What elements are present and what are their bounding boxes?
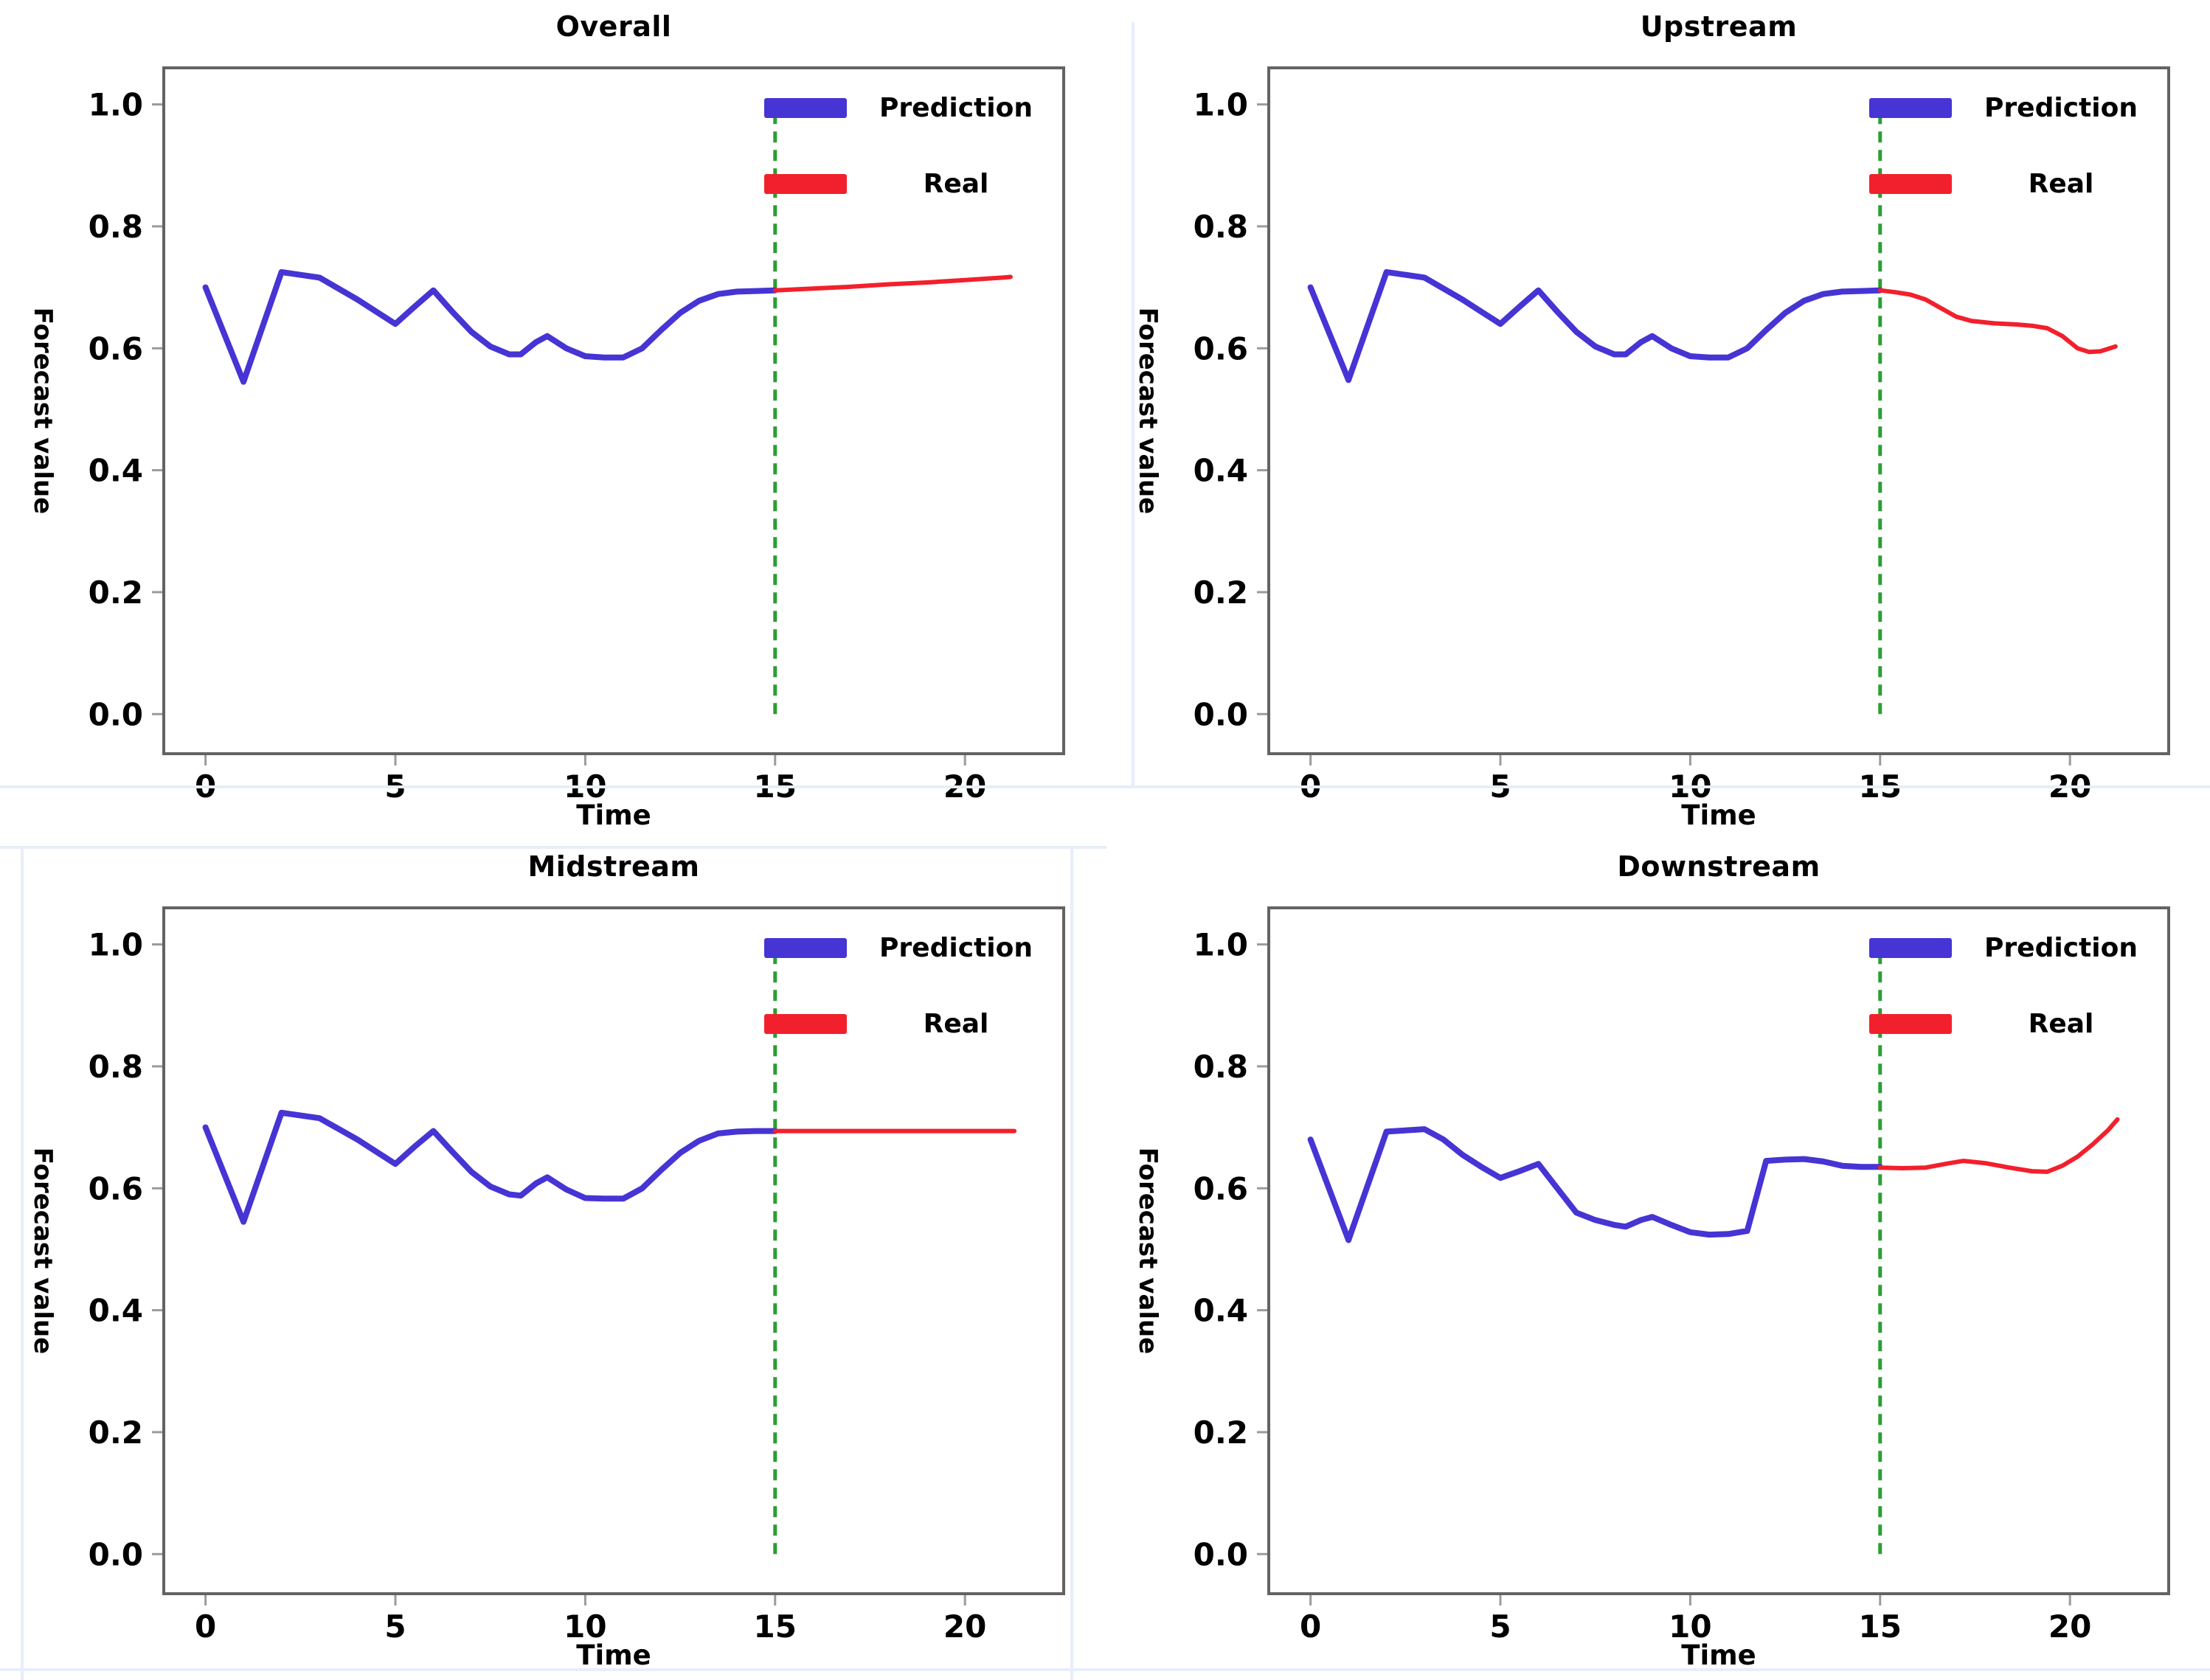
prediction-color-swatch xyxy=(1869,938,1952,958)
plot-border xyxy=(1267,906,2170,1595)
plot-canvas-downstream: 0 5 10 15 20 0.0 0.2 0.4 0.6 0.8 1.0 xyxy=(1194,906,2170,1645)
legend-label-prediction: Prediction xyxy=(1984,93,2138,123)
panel-seam-vertical xyxy=(21,846,24,1680)
chart-title-downstream: Downstream xyxy=(1617,850,1821,883)
prediction-color-swatch xyxy=(764,938,847,958)
legend-label-real: Real xyxy=(923,1009,989,1039)
y-tick-label: 0.4 xyxy=(89,1293,143,1329)
plot-border xyxy=(162,66,1065,755)
prediction-color-swatch xyxy=(1869,98,1952,118)
legend-label-prediction: Prediction xyxy=(1984,933,2138,963)
y-tick-label: 0.8 xyxy=(1194,1049,1248,1085)
legend: Prediction Real xyxy=(1869,933,2170,1039)
y-tick-label: 0.0 xyxy=(89,1536,143,1572)
y-tick-label: 0.8 xyxy=(89,1049,143,1085)
y-tick-label: 1.0 xyxy=(1194,87,1248,123)
y-axis-label: Forecast value xyxy=(28,1147,58,1355)
real-line xyxy=(772,274,1013,293)
legend-item-real: Real xyxy=(764,1009,1065,1039)
y-tick-label: 0.2 xyxy=(1194,1415,1248,1451)
legend-item-prediction: Prediction xyxy=(1869,93,2170,123)
plot-canvas-midstream: 0 5 10 15 20 0.0 0.2 0.4 0.6 0.8 1.0 xyxy=(89,906,1065,1645)
legend-label-prediction: Prediction xyxy=(879,933,1033,963)
legend: Prediction Real xyxy=(764,933,1065,1039)
real-color-swatch xyxy=(764,1014,847,1034)
real-line xyxy=(1877,288,2118,355)
y-tick-label: 0.4 xyxy=(1194,453,1248,489)
y-tick-label: 1.0 xyxy=(89,87,143,123)
plot-border xyxy=(1267,66,2170,755)
y-tick-label: 0.6 xyxy=(1194,1170,1248,1207)
legend-item-prediction: Prediction xyxy=(1869,933,2170,963)
y-tick-label: 0.6 xyxy=(89,1170,143,1207)
panel-seam-horizontal xyxy=(0,785,2210,788)
chart-panel-midstream: 0 5 10 15 20 0.0 0.2 0.4 0.6 0.8 1.0 Midstream For… xyxy=(0,840,1105,1680)
prediction-line xyxy=(1307,1126,1883,1243)
x-tick-label: 0 xyxy=(195,1608,216,1645)
legend: Prediction Real xyxy=(764,93,1065,199)
legend-label-real: Real xyxy=(2028,169,2094,199)
real-color-swatch xyxy=(1869,1014,1952,1034)
y-tick-label: 0.2 xyxy=(1194,575,1248,611)
x-tick-label: 20 xyxy=(2048,1608,2091,1645)
y-tick-label: 0.6 xyxy=(89,330,143,367)
x-tick-label: 0 xyxy=(1300,1608,1321,1645)
y-tick-label: 0.0 xyxy=(1194,1536,1248,1572)
y-tick-label: 1.0 xyxy=(89,927,143,963)
y-axis-label: Forecast value xyxy=(28,307,58,515)
real-color-swatch xyxy=(1869,174,1952,194)
y-tick-label: 0.4 xyxy=(89,453,143,489)
x-axis-label: Time xyxy=(576,1639,651,1671)
y-tick-label: 0.2 xyxy=(89,1415,143,1451)
y-tick-label: 0.0 xyxy=(1194,696,1248,732)
y-tick-label: 0.8 xyxy=(1194,209,1248,245)
panel-seam-vertical xyxy=(1132,22,1135,785)
x-axis-label: Time xyxy=(1681,1639,1756,1671)
y-tick-label: 0.4 xyxy=(1194,1293,1248,1329)
y-axis-label: Forecast value xyxy=(1133,1147,1163,1355)
prediction-color-swatch xyxy=(764,98,847,118)
x-tick-label: 15 xyxy=(754,1608,797,1645)
legend-item-real: Real xyxy=(764,169,1065,199)
legend-label-real: Real xyxy=(923,169,989,199)
panel-seam-horizontal xyxy=(0,1668,2210,1671)
chart-title-midstream: Midstream xyxy=(527,850,700,883)
chart-panel-downstream: 0 5 10 15 20 0.0 0.2 0.4 0.6 0.8 1.0 Downstream Fo… xyxy=(1105,840,2210,1680)
x-axis-label: Time xyxy=(576,799,651,831)
legend-item-prediction: Prediction xyxy=(764,93,1065,123)
y-tick-label: 1.0 xyxy=(1194,927,1248,963)
y-tick-label: 0.2 xyxy=(89,575,143,611)
prediction-line xyxy=(202,268,778,385)
plot-canvas-upstream: 0 5 10 15 200.00.20.40.60.81.0 xyxy=(1194,66,2170,805)
real-line xyxy=(1877,1117,2120,1174)
legend-item-prediction: Prediction xyxy=(764,933,1065,963)
prediction-line xyxy=(1307,268,1883,383)
plot-border xyxy=(162,906,1065,1595)
real-color-swatch xyxy=(764,174,847,194)
panel-seam-horizontal xyxy=(0,846,1106,849)
x-tick-label: 10 xyxy=(1669,1608,1711,1645)
y-tick-label: 0.6 xyxy=(1194,330,1248,367)
x-tick-label: 5 xyxy=(1489,1608,1511,1645)
y-tick-label: 0.0 xyxy=(89,696,143,732)
panel-seam-vertical xyxy=(1070,846,1073,1680)
legend: Prediction Real xyxy=(1869,93,2170,199)
legend-item-real: Real xyxy=(1869,169,2170,199)
legend-item-real: Real xyxy=(1869,1009,2170,1039)
x-tick-label: 15 xyxy=(1859,1608,1902,1645)
prediction-line xyxy=(202,1109,778,1225)
x-tick-label: 5 xyxy=(384,1608,406,1645)
chart-panel-overall: 0 5 10 15 20 0.0 0.2 0.4 0.6 0.8 1.0 Overall Forec… xyxy=(0,0,1105,840)
chart-panel-upstream: 0 5 10 15 20 0.0 0.2 0.4 0.6 0.8 1.0 Upstream Fore… xyxy=(1105,0,2210,840)
x-tick-label: 20 xyxy=(943,1608,986,1645)
chart-title-overall: Overall xyxy=(555,10,672,43)
chart-title-upstream: Upstream xyxy=(1640,10,1798,43)
x-axis-label: Time xyxy=(1681,799,1756,831)
y-tick-label: 0.8 xyxy=(89,209,143,245)
x-tick-label: 10 xyxy=(564,1608,606,1645)
legend-label-prediction: Prediction xyxy=(879,93,1033,123)
y-axis-label: Forecast value xyxy=(1133,307,1163,515)
legend-label-real: Real xyxy=(2028,1009,2094,1039)
